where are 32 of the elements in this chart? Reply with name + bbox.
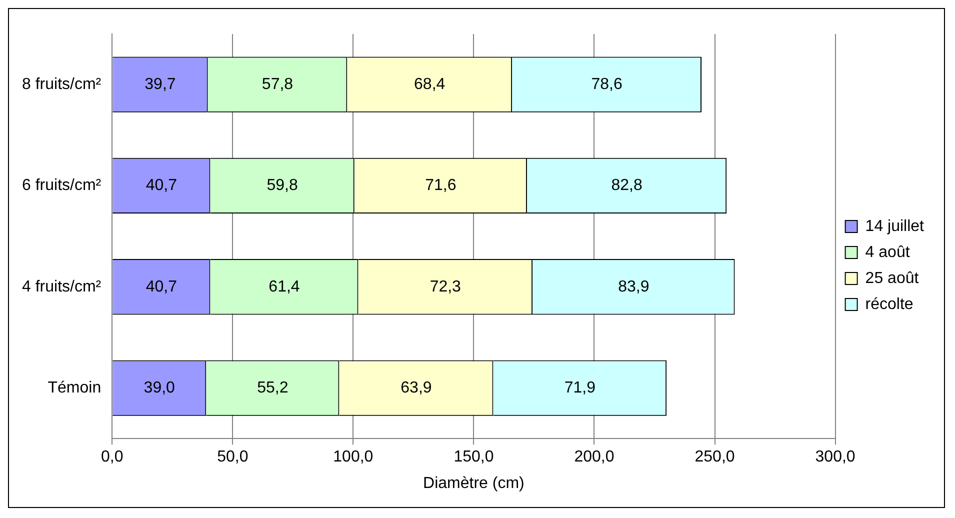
data-label: 40,7 — [146, 177, 178, 194]
x-tick-label: 250,0 — [694, 448, 735, 466]
x-tick-label: 100,0 — [333, 448, 374, 466]
data-label: 78,6 — [591, 76, 622, 93]
y-tick-label: 6 fruits/cm² — [22, 177, 102, 194]
x-tick-label: 50,0 — [217, 448, 248, 466]
data-label: 71,9 — [564, 379, 596, 396]
x-tick-label: 300,0 — [815, 448, 856, 466]
data-label: 39,7 — [144, 76, 176, 93]
data-label: 63,9 — [400, 379, 432, 396]
x-axis-title: Diamètre (cm) — [423, 474, 524, 492]
legend-label: 25 août — [865, 270, 920, 287]
data-label: 82,8 — [611, 177, 642, 194]
y-tick-label: 4 fruits/cm² — [22, 278, 102, 296]
data-label: 72,3 — [430, 278, 462, 296]
data-label: 61,4 — [268, 278, 300, 296]
data-label: 59,8 — [266, 177, 298, 194]
legend-label: 4 août — [865, 244, 910, 261]
data-label: 83,9 — [618, 278, 650, 296]
data-label: 57,8 — [262, 76, 294, 93]
data-label: 39,0 — [144, 379, 176, 396]
data-label: 55,2 — [257, 379, 288, 396]
legend-label: 14 juillet — [865, 218, 925, 235]
data-label: 40,7 — [146, 278, 178, 296]
x-tick-label: 0,0 — [100, 448, 124, 466]
legend-label: récolte — [865, 296, 914, 313]
data-label: 71,6 — [425, 177, 456, 194]
y-tick-label: 8 fruits/cm² — [22, 76, 102, 93]
y-tick-label: Témoin — [48, 379, 102, 396]
x-tick-label: 150,0 — [454, 448, 494, 466]
data-label: 68,4 — [414, 76, 446, 93]
x-tick-label: 200,0 — [574, 448, 614, 466]
